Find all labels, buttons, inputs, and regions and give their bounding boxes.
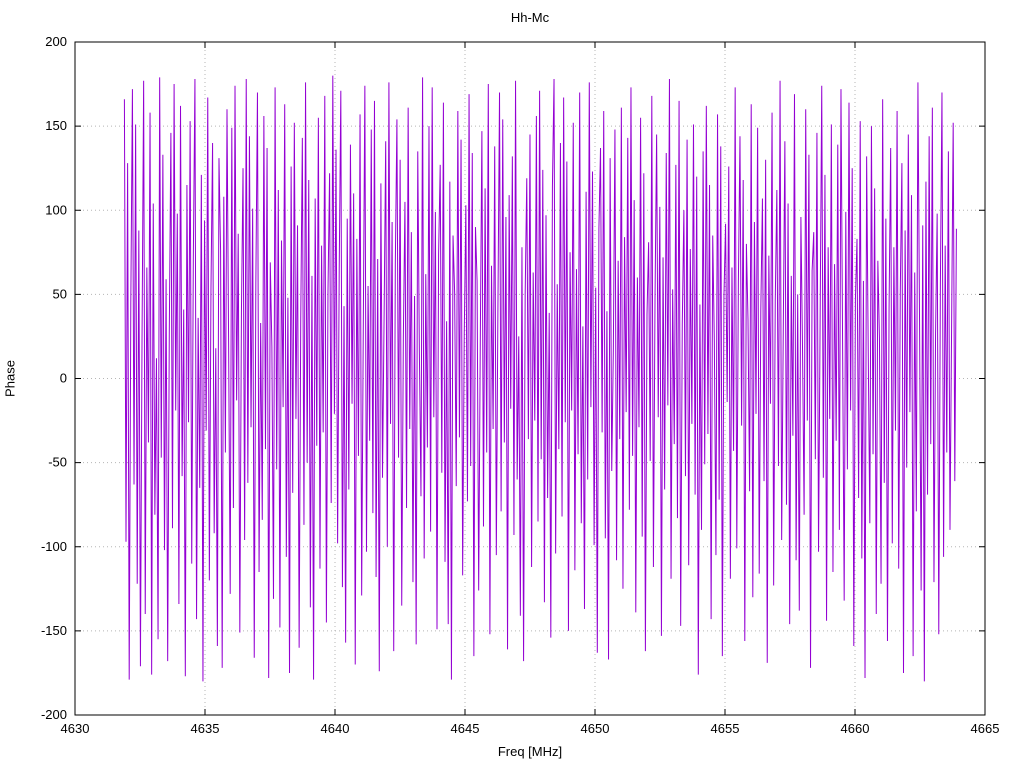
y-tick-label: 100 (45, 202, 67, 217)
y-tick-label: 50 (53, 286, 67, 301)
y-tick-label: 0 (60, 371, 67, 386)
x-tick-label: 4660 (841, 721, 870, 736)
x-tick-label: 4665 (971, 721, 1000, 736)
y-tick-label: -150 (41, 623, 67, 638)
chart-title: Hh-Mc (510, 10, 550, 25)
x-tick-label: 4640 (321, 721, 350, 736)
x-tick-label: 4635 (191, 721, 220, 736)
x-tick-label: 4655 (711, 721, 740, 736)
y-tick-label: -100 (41, 539, 67, 554)
y-tick-label: -50 (48, 455, 67, 470)
x-tick-label: 4650 (581, 721, 610, 736)
x-tick-label: 4630 (61, 721, 90, 736)
y-tick-label: -200 (41, 707, 67, 722)
x-tick-label: 4645 (451, 721, 480, 736)
y-tick-label: 200 (45, 34, 67, 49)
phase-line (123, 75, 957, 682)
y-tick-label: 150 (45, 118, 67, 133)
x-axis-label: Freq [MHz] (497, 744, 563, 759)
